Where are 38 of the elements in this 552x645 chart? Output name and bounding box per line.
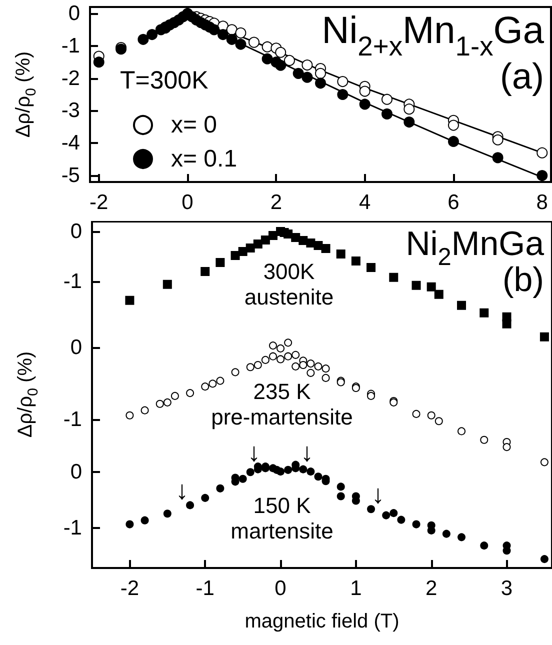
legend-title: T=300K [120, 66, 209, 94]
y-tick-label: -1 [61, 34, 80, 58]
y-tick-label: -2 [61, 66, 80, 90]
annotation: ↓ [300, 436, 314, 467]
y-tick-label: 0 [70, 336, 82, 360]
legend-label: x= 0 [171, 112, 218, 138]
y-tick-label: 0 [70, 460, 82, 484]
x-tick-label: -1 [196, 577, 214, 600]
annotation: 235 K pre-martensite [211, 379, 353, 430]
annotation: 300K austenite [244, 259, 334, 310]
x-tick-label: 3 [500, 577, 513, 600]
x-tick-label: 0 [274, 577, 286, 600]
x-tick-label: 4 [358, 191, 371, 214]
y-axis-title: Δρ/ρ0 (%) [14, 351, 42, 438]
y-axis-title: Δρ/ρ0 (%) [12, 51, 40, 138]
annotation: (a) [500, 56, 544, 96]
y-tick-label: -5 [61, 164, 80, 188]
x-tick-label: 2 [426, 577, 438, 600]
x-axis-title: magnetic field (T) [244, 610, 400, 632]
annotation: ↓ [248, 436, 260, 467]
annotation: ↓ [372, 478, 384, 509]
legend-label: x= 0.1 [171, 146, 238, 172]
x-tick-label: 6 [448, 191, 460, 214]
x-tick-label: 2 [270, 191, 282, 214]
y-tick-label: -1 [63, 408, 82, 432]
y-tick-label: 0 [70, 220, 82, 243]
x-tick-label: 1 [350, 577, 362, 600]
y-tick-label: 0 [68, 2, 80, 25]
x-tick-label: -2 [90, 191, 108, 214]
x-tick-label: 8 [536, 191, 548, 214]
y-tick-label: -3 [61, 99, 80, 122]
y-tick-label: -4 [61, 132, 80, 155]
y-tick-label: -1 [63, 270, 82, 293]
annotation: ↓ [176, 474, 188, 505]
x-tick-label: 0 [182, 191, 194, 214]
x-tick-label: -2 [120, 577, 140, 600]
annotation: 150 K martensite [230, 493, 334, 544]
y-tick-label: -1 [63, 516, 82, 540]
